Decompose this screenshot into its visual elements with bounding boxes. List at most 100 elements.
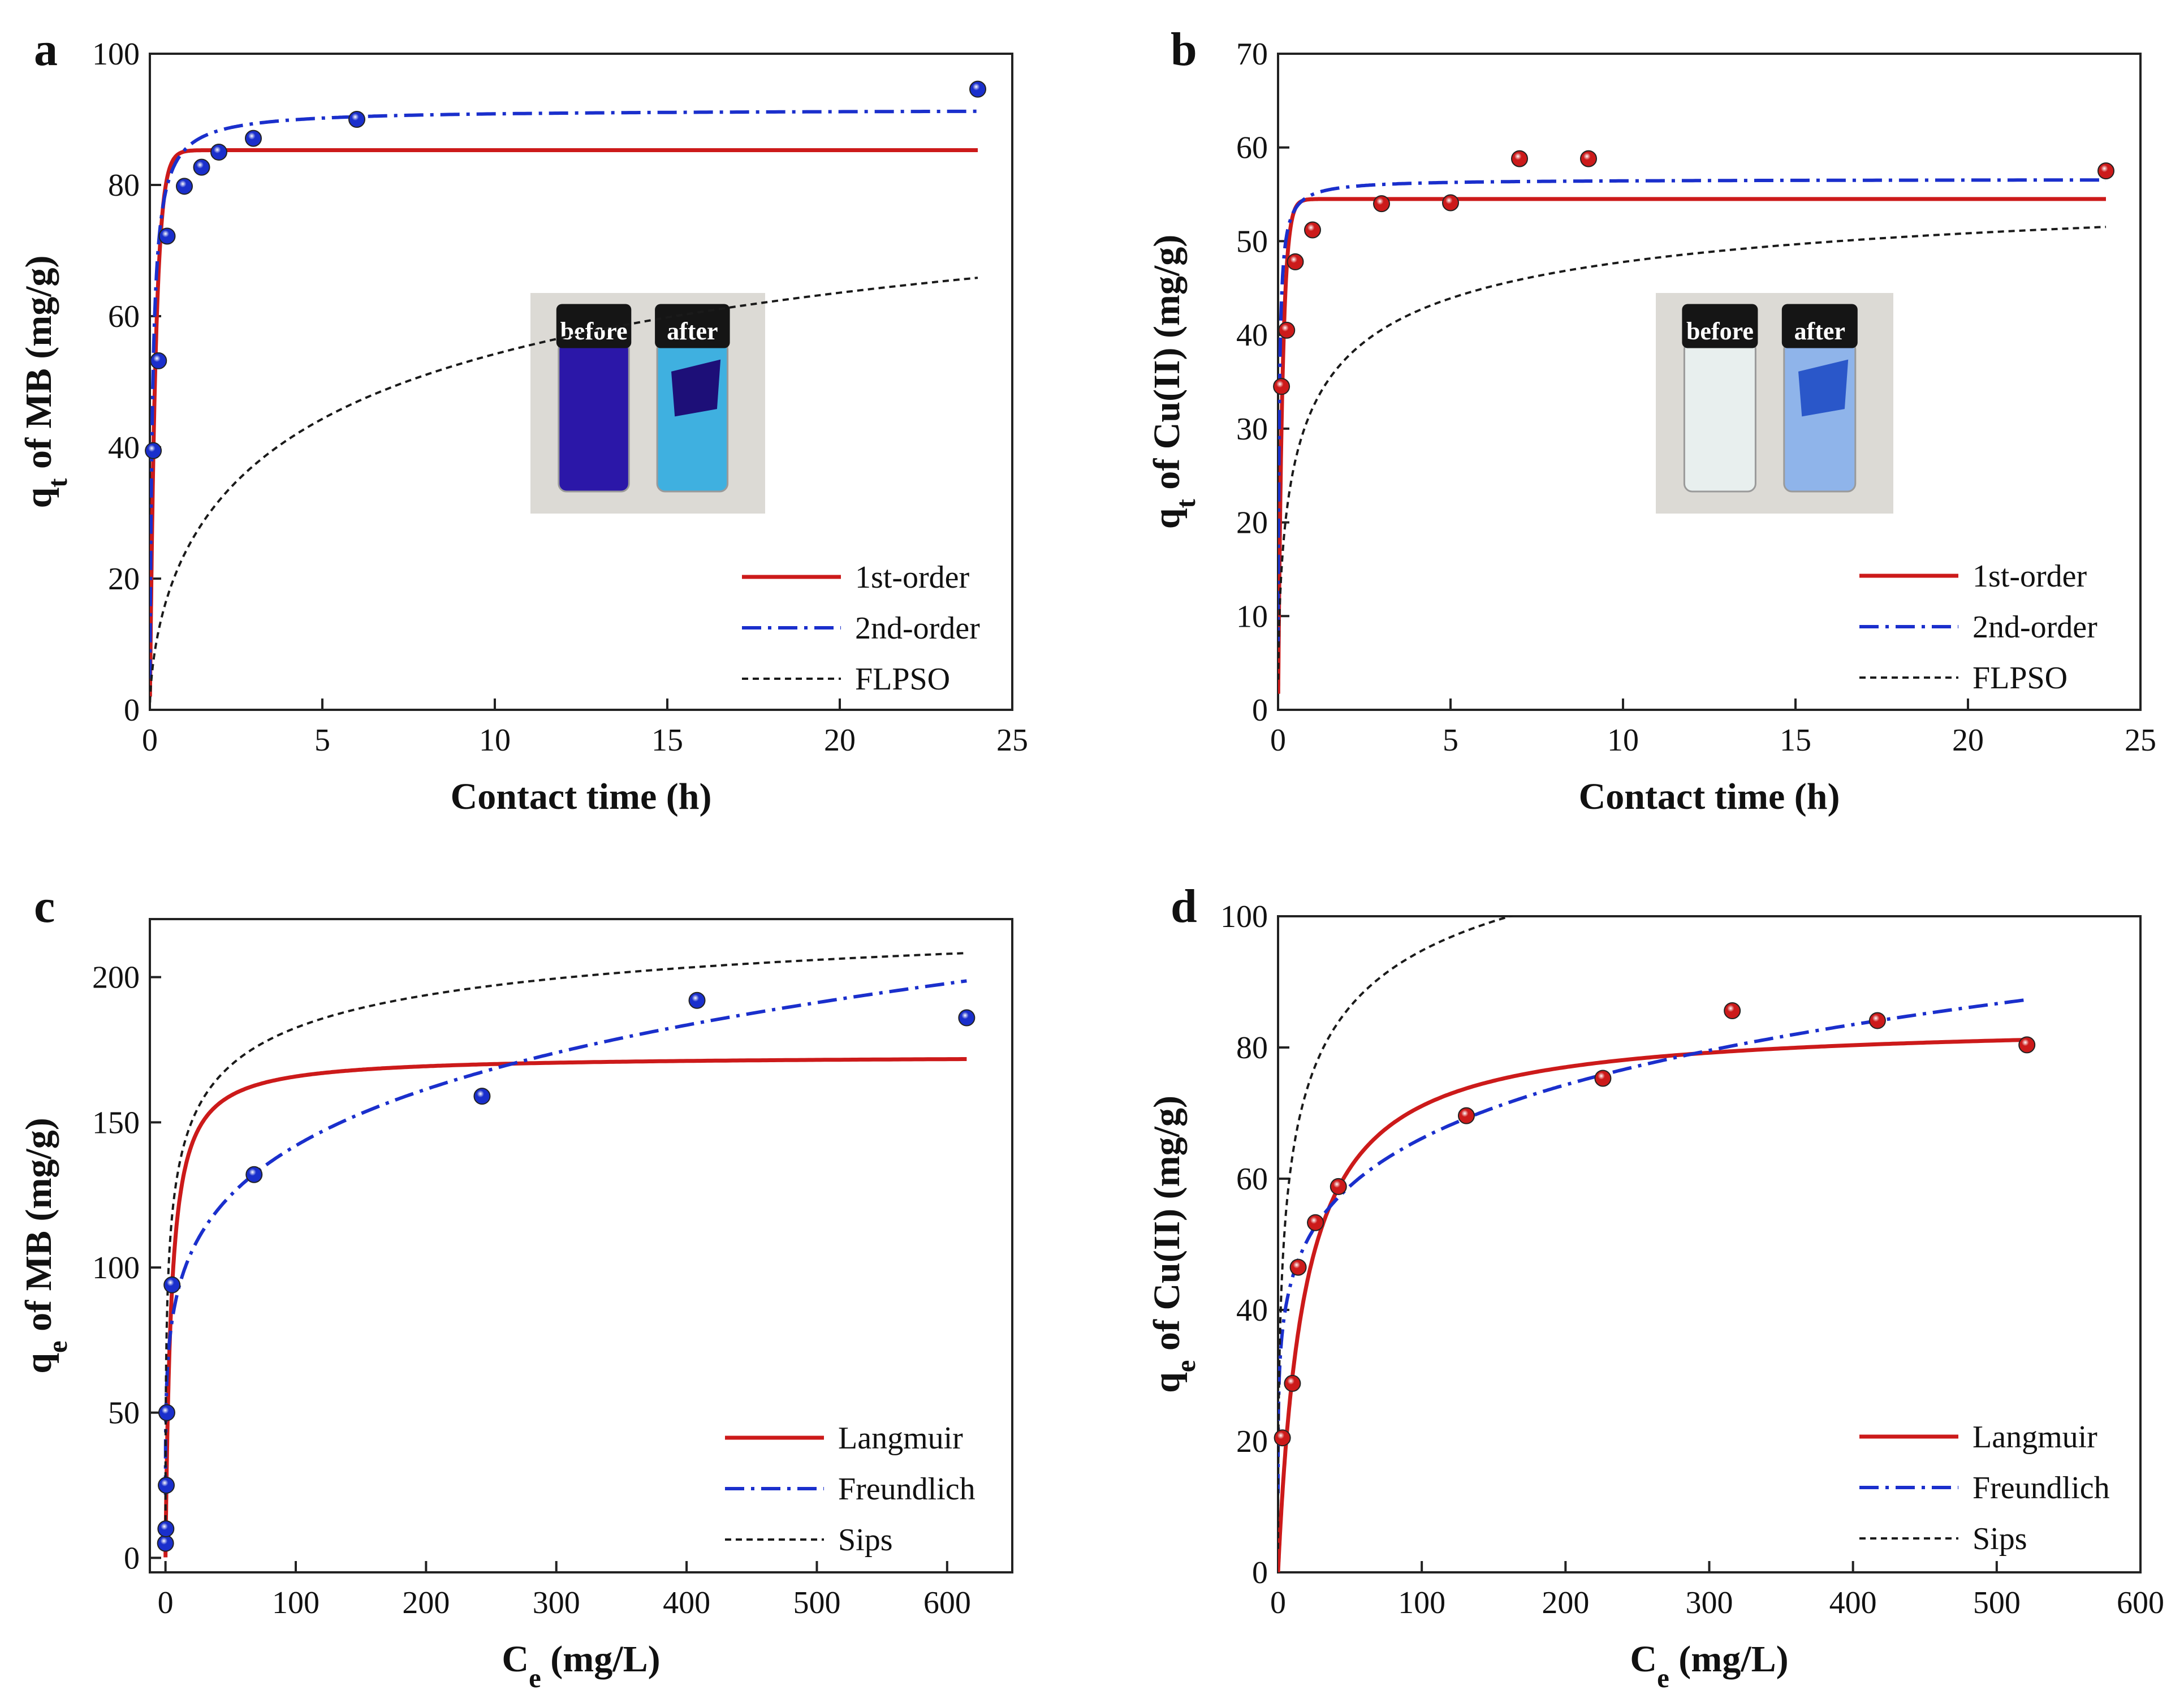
data-point — [1289, 1258, 1307, 1276]
legend-label: Freundlich — [1972, 1471, 2110, 1506]
y-title-rest: of Cu(II) (mg/g) — [1146, 235, 1188, 499]
y-tick-label: 80 — [108, 168, 140, 203]
y-tick-label: 0 — [124, 1541, 140, 1576]
panel-letter: b — [1171, 23, 1197, 76]
data-point — [157, 1520, 175, 1537]
series-sips-line — [164, 952, 967, 1521]
data-point — [158, 1404, 175, 1421]
x-tick-label: 300 — [1686, 1585, 1733, 1620]
chart-panel-d: 0 100 200 300 400 500 600 0 20 40 60 80 100 Ce (mg/L)… — [1146, 880, 2164, 1693]
legend-label: 2nd-order — [1972, 610, 2097, 645]
data-point — [473, 1088, 491, 1105]
data-point — [210, 144, 227, 161]
y-title-sub: e — [42, 1340, 73, 1353]
y-axis-title: qe of Cu(II) (mg/g) — [1146, 1096, 1201, 1393]
series-freundlich-line — [1278, 998, 2026, 1494]
x-tick-label: 100 — [272, 1585, 320, 1620]
series-flpso-line — [150, 277, 978, 703]
y-tick-label: 40 — [108, 430, 140, 465]
y-tick-label: 0 — [124, 693, 140, 728]
data-point — [145, 442, 162, 459]
legend: 1st-order 2nd-order FLPSO — [1859, 559, 2097, 696]
data-point — [1307, 1214, 1324, 1231]
data-point — [1284, 1374, 1301, 1392]
series-1st-order-line — [150, 148, 978, 697]
adsorbent-material — [671, 359, 721, 417]
x-title-main: C — [502, 1639, 529, 1680]
inset-label-before: before — [1686, 317, 1754, 345]
data-point — [969, 80, 986, 98]
data-point — [176, 178, 193, 195]
y-axis-title: qe of MB (mg/g) — [18, 1118, 73, 1373]
y-title-rest: of MB (mg/g) — [18, 255, 59, 478]
data-point — [1594, 1070, 1612, 1087]
x-tick-label: 300 — [533, 1585, 580, 1620]
data-point — [163, 1276, 181, 1294]
legend-label: 2nd-order — [855, 611, 980, 646]
vial-cap — [556, 304, 632, 348]
series-freundlich-line — [163, 979, 967, 1495]
data-point — [2018, 1036, 2036, 1054]
y-tick-label: 60 — [1236, 131, 1268, 166]
y-tick-label: 100 — [1220, 899, 1268, 934]
series-sips-line — [1278, 916, 1514, 1549]
x-axis-title: Contact time (h) — [451, 776, 712, 817]
y-tick-label: 20 — [108, 562, 140, 597]
chart-panel-b: 0 5 10 15 20 25 0 10 20 30 40 50 60 70 Contact time (h… — [1146, 23, 2156, 817]
y-title-rest: of MB (mg/g) — [18, 1118, 59, 1340]
y-tick-label: 20 — [1236, 1424, 1268, 1459]
x-title-rest: (mg/L) — [1669, 1639, 1789, 1680]
y-title-sub: t — [42, 478, 73, 488]
data-point — [1274, 1429, 1291, 1447]
data-point — [158, 1477, 175, 1494]
legend-label: Freundlich — [838, 1472, 976, 1507]
legend-label: Langmuir — [1972, 1420, 2097, 1455]
y-axis-title: qt of Cu(II) (mg/g) — [1146, 235, 1201, 529]
plot-frame — [149, 918, 1013, 1573]
x-tick-label: 25 — [2125, 723, 2156, 758]
legend-label: Sips — [838, 1523, 893, 1558]
x-tick-label: 15 — [651, 723, 683, 758]
plot-frame — [149, 53, 1013, 711]
legend-label: Sips — [1972, 1521, 2027, 1557]
x-title-main: C — [1630, 1639, 1657, 1680]
data-point — [193, 158, 210, 176]
x-tick-label: 0 — [1270, 723, 1286, 758]
x-title-sub: e — [529, 1662, 541, 1693]
inset-photo: before after — [1656, 293, 1893, 514]
data-point — [158, 227, 176, 245]
legend: 1st-order 2nd-order FLPSO — [742, 560, 980, 697]
x-tick-label: 10 — [1607, 723, 1639, 758]
x-tick-label: 600 — [2117, 1585, 2164, 1620]
data-point — [150, 352, 167, 369]
data-point — [958, 1009, 976, 1027]
inset-photo: before after — [530, 293, 765, 514]
legend: Langmuir Freundlich Sips — [725, 1421, 976, 1558]
data-point — [348, 111, 365, 128]
vial-after: after — [655, 304, 730, 493]
vial-after: after — [1781, 304, 1858, 493]
data-point — [157, 1534, 174, 1552]
data-point — [1457, 1107, 1475, 1124]
data-point — [1287, 253, 1304, 270]
x-tick-label: 5 — [1443, 723, 1458, 758]
data-point — [1724, 1002, 1741, 1020]
y-title-sub: e — [1170, 1360, 1201, 1373]
y-tick-label: 30 — [1236, 412, 1268, 447]
x-tick-label: 0 — [1270, 1585, 1286, 1620]
x-tick-label: 500 — [793, 1585, 840, 1620]
y-title-sub: t — [1170, 499, 1201, 508]
chart-panel-c: 0 100 200 300 400 500 600 0 50 100 150 200 Ce (mg/L)… — [18, 880, 1013, 1693]
legend-label: Langmuir — [838, 1421, 963, 1456]
y-tick-label: 80 — [1236, 1031, 1268, 1066]
x-axis-title: Ce (mg/L) — [502, 1639, 660, 1693]
legend-label: FLPSO — [1972, 661, 2068, 696]
y-tick-label: 70 — [1236, 37, 1268, 72]
legend-label: 1st-order — [1972, 559, 2087, 594]
x-tick-label: 500 — [1973, 1585, 2021, 1620]
data-point — [1373, 195, 1390, 213]
vial-before: before — [556, 304, 632, 493]
data-point — [688, 991, 706, 1009]
x-tick-label: 200 — [1542, 1585, 1589, 1620]
